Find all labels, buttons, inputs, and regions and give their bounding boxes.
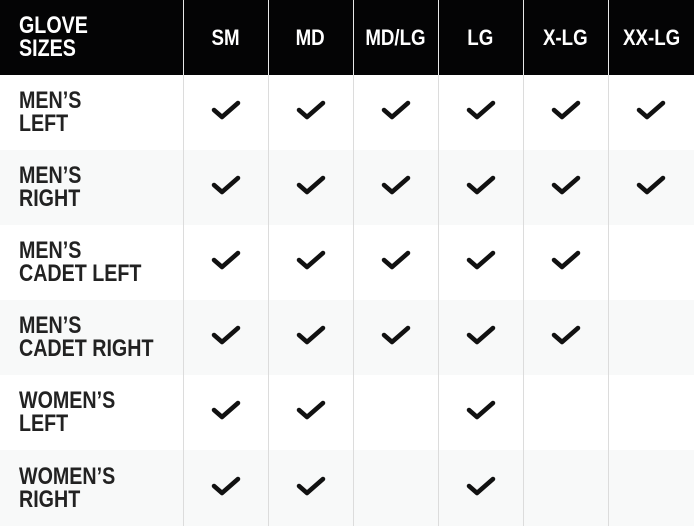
availability-cell — [182, 450, 268, 526]
checkmark-icon — [211, 174, 241, 196]
checkmark-icon — [296, 174, 326, 196]
table-row: WOMEN’S RIGHT — [0, 450, 694, 526]
availability-cell — [437, 225, 523, 300]
size-label: SM — [211, 24, 240, 50]
table-row: WOMEN’S LEFT — [0, 375, 694, 450]
checkmark-icon — [466, 174, 496, 196]
size-label: X-LG — [543, 24, 588, 50]
availability-cell — [352, 450, 438, 526]
checkmark-icon — [296, 475, 326, 497]
availability-cell — [267, 225, 353, 300]
availability-cell — [182, 300, 268, 375]
availability-cell — [182, 75, 268, 150]
table-row: MEN’S RIGHT — [0, 150, 694, 225]
checkmark-icon — [551, 99, 581, 121]
table-row: MEN’S CADET LEFT — [0, 225, 694, 300]
checkmark-icon — [551, 174, 581, 196]
checkmark-icon — [466, 324, 496, 346]
size-label: LG — [467, 24, 494, 50]
checkmark-icon — [211, 99, 241, 121]
availability-cell — [607, 225, 694, 300]
availability-cell — [352, 225, 438, 300]
checkmark-icon — [211, 475, 241, 497]
availability-cell — [437, 150, 523, 225]
availability-cell — [522, 150, 608, 225]
checkmark-icon — [466, 99, 496, 121]
size-header: LG — [437, 0, 523, 75]
checkmark-icon — [551, 324, 581, 346]
availability-cell — [437, 75, 523, 150]
row-label: WOMEN’S RIGHT — [19, 462, 116, 513]
checkmark-icon — [211, 324, 241, 346]
checkmark-icon — [296, 249, 326, 271]
checkmark-icon — [466, 399, 496, 421]
row-header: WOMEN’S RIGHT — [0, 450, 183, 526]
row-label: MEN’S LEFT — [19, 87, 82, 137]
size-header: X-LG — [522, 0, 608, 75]
table-row: MEN’S CADET RIGHT — [0, 300, 694, 375]
checkmark-icon — [466, 249, 496, 271]
availability-cell — [267, 375, 353, 450]
size-label: MD/LG — [365, 24, 426, 50]
availability-cell — [437, 300, 523, 375]
availability-cell — [352, 375, 438, 450]
row-header: MEN’S RIGHT — [0, 150, 183, 225]
availability-cell — [182, 375, 268, 450]
checkmark-icon — [296, 324, 326, 346]
checkmark-icon — [551, 249, 581, 271]
checkmark-icon — [381, 174, 411, 196]
availability-cell — [607, 150, 694, 225]
size-header: MD — [267, 0, 353, 75]
availability-cell — [522, 300, 608, 375]
availability-cell — [607, 450, 694, 526]
availability-cell — [437, 375, 523, 450]
corner-label: GLOVE SIZES — [19, 12, 88, 62]
row-label: MEN’S RIGHT — [19, 162, 82, 212]
size-label: XX-LG — [622, 24, 680, 50]
availability-cell — [522, 225, 608, 300]
checkmark-icon — [296, 399, 326, 421]
availability-cell — [267, 150, 353, 225]
size-header: XX-LG — [607, 0, 694, 75]
checkmark-icon — [381, 99, 411, 121]
size-header: MD/LG — [352, 0, 438, 75]
row-label: WOMEN’S LEFT — [19, 387, 116, 437]
row-label: MEN’S CADET LEFT — [19, 237, 142, 287]
corner-header: GLOVE SIZES — [0, 0, 183, 75]
row-header: WOMEN’S LEFT — [0, 375, 183, 450]
availability-cell — [522, 75, 608, 150]
checkmark-icon — [211, 249, 241, 271]
availability-cell — [352, 75, 438, 150]
availability-cell — [267, 75, 353, 150]
row-label: MEN’S CADET RIGHT — [19, 312, 154, 362]
checkmark-icon — [381, 324, 411, 346]
availability-cell — [437, 450, 523, 526]
availability-cell — [267, 450, 353, 526]
checkmark-icon — [381, 249, 411, 271]
availability-cell — [522, 375, 608, 450]
row-header: MEN’S CADET LEFT — [0, 225, 183, 300]
checkmark-icon — [466, 475, 496, 497]
row-header: MEN’S LEFT — [0, 75, 183, 150]
size-header: SM — [182, 0, 268, 75]
availability-cell — [522, 450, 608, 526]
checkmark-icon — [296, 99, 326, 121]
table-row: MEN’S LEFT — [0, 75, 694, 150]
availability-cell — [607, 300, 694, 375]
checkmark-icon — [636, 174, 666, 196]
size-label: MD — [295, 24, 326, 50]
availability-cell — [267, 300, 353, 375]
header-row: GLOVE SIZES SM MD MD/LG LG X-LG XX-LG — [0, 0, 694, 75]
checkmark-icon — [636, 99, 666, 121]
availability-cell — [352, 150, 438, 225]
availability-cell — [182, 225, 268, 300]
availability-cell — [607, 75, 694, 150]
availability-cell — [352, 300, 438, 375]
availability-cell — [607, 375, 694, 450]
row-header: MEN’S CADET RIGHT — [0, 300, 183, 375]
checkmark-icon — [211, 399, 241, 421]
availability-cell — [182, 150, 268, 225]
